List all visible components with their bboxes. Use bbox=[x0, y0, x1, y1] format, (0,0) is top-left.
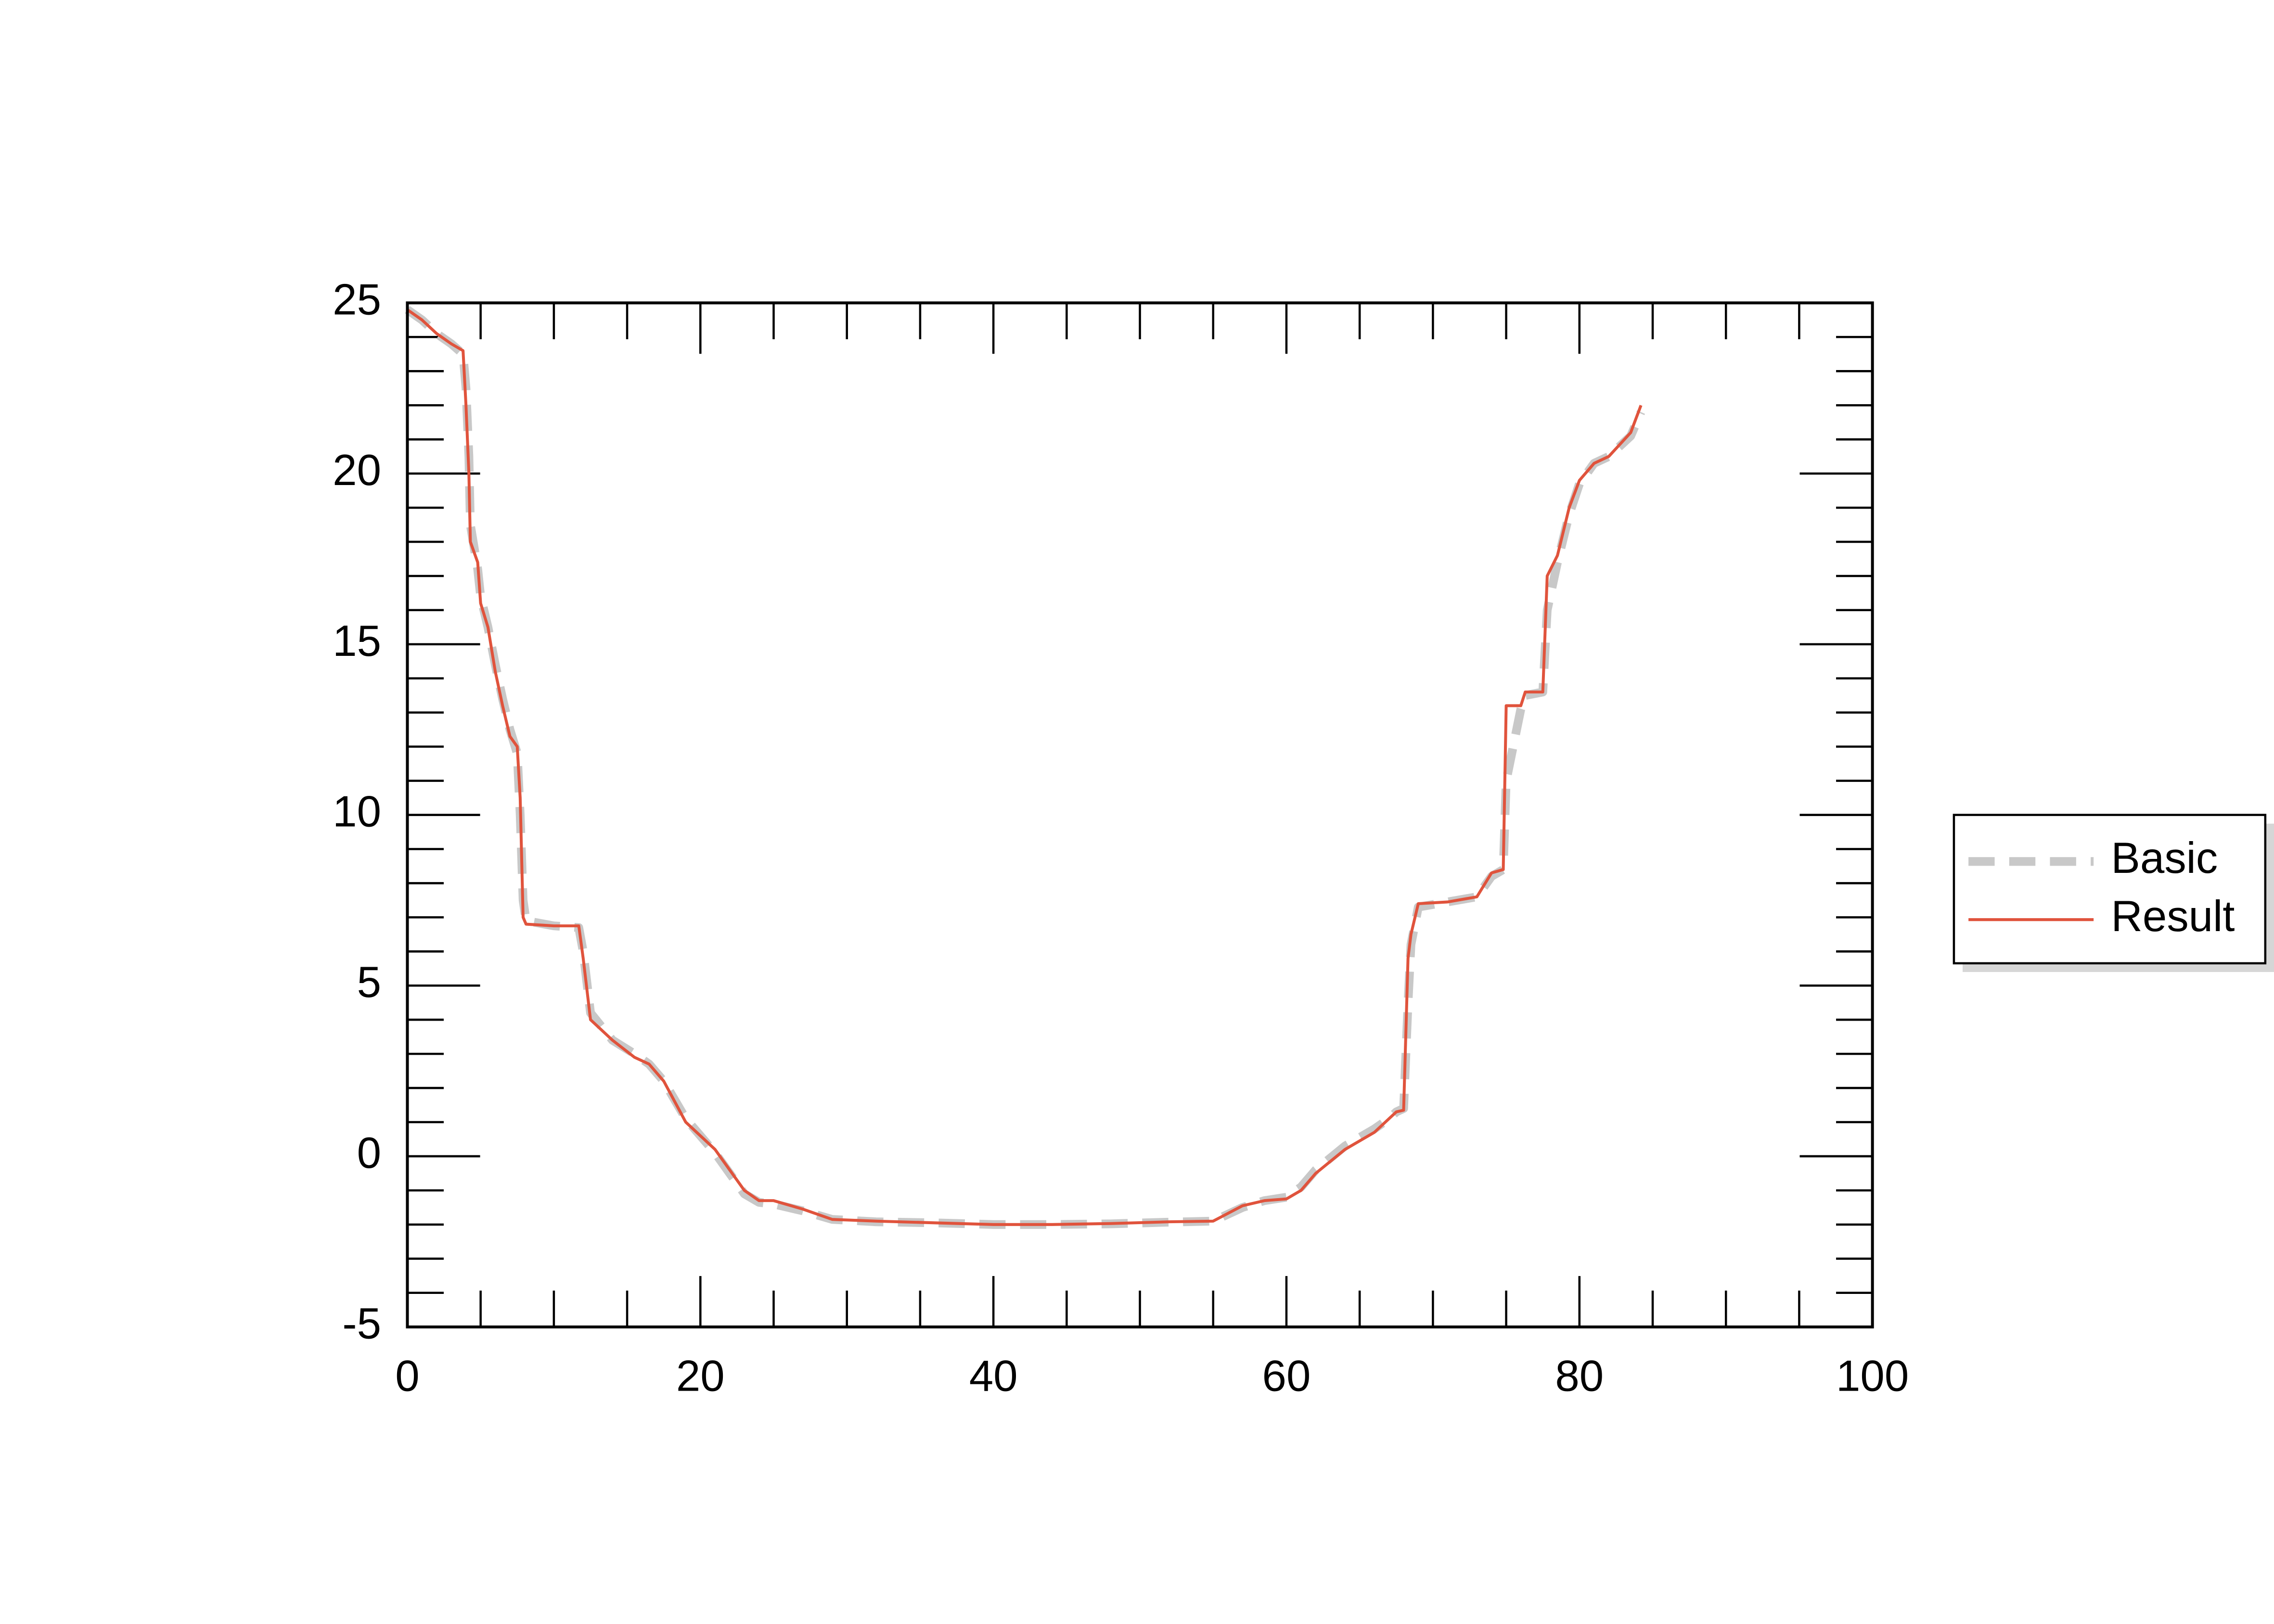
x-tick-label: 20 bbox=[676, 1352, 725, 1400]
plot-frame bbox=[406, 301, 1874, 1329]
y-tick-label: 20 bbox=[333, 446, 381, 495]
legend-label: Result bbox=[2111, 892, 2235, 941]
x-tick-label: 40 bbox=[969, 1352, 1018, 1400]
y-tick-label: -5 bbox=[342, 1300, 381, 1348]
legend-label: Basic bbox=[2111, 834, 2218, 882]
legend: Basic Result bbox=[1953, 814, 2274, 972]
x-tick-label: 80 bbox=[1555, 1352, 1604, 1400]
data-line bbox=[406, 308, 1643, 1226]
y-tick-label: 0 bbox=[357, 1129, 381, 1177]
y-tick-label: 25 bbox=[333, 275, 381, 324]
y-tick-label: 15 bbox=[333, 617, 381, 665]
y-tick-label: 5 bbox=[357, 958, 381, 1007]
plot-area: 0 20 40 60 80 100 -5 0 5 10 15 20 25 bbox=[333, 275, 1909, 1400]
y-tick-label: 10 bbox=[333, 787, 381, 836]
x-tick-label: 60 bbox=[1262, 1352, 1311, 1400]
x-tick-label: 100 bbox=[1836, 1352, 1909, 1400]
x-tick-label: 0 bbox=[395, 1352, 419, 1400]
legend-box bbox=[1953, 814, 2267, 965]
